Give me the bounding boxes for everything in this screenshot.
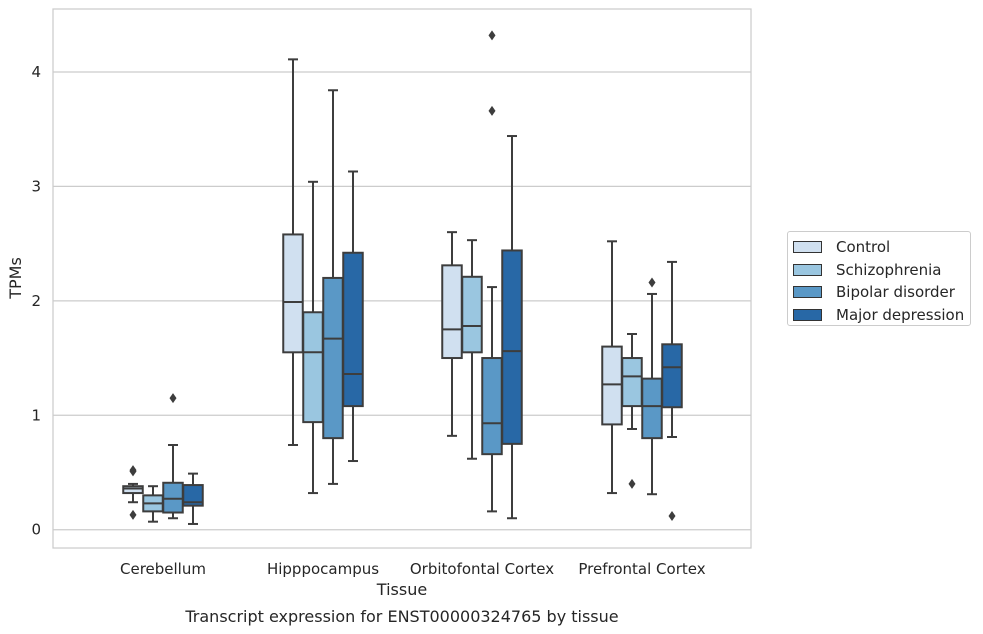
box-group: [302, 180, 324, 495]
plot-frame: [52, 8, 752, 549]
x-tick-label: Prefrontal Cortex: [578, 560, 705, 578]
legend-label: Control: [836, 238, 891, 257]
legend-swatch: [793, 241, 822, 254]
box: [162, 481, 184, 514]
box-group: [342, 170, 364, 463]
legend-item: Major depression: [793, 304, 970, 327]
legend-swatch: [793, 286, 822, 299]
box-group: [142, 485, 164, 523]
y-tick-label: 3: [31, 177, 41, 195]
outlier-point: [129, 466, 137, 477]
box-group: [621, 333, 643, 489]
legend-item: Schizophrenia: [793, 259, 970, 282]
outlier-point: [488, 30, 496, 41]
box-group: [601, 240, 623, 495]
box-group: [461, 239, 483, 460]
y-tick-labels: 0 1 2 3 4: [31, 63, 41, 539]
box-group: [162, 393, 184, 520]
y-tick-label: 0: [31, 521, 41, 539]
box-group: [641, 277, 663, 496]
outlier-point: [648, 277, 656, 288]
legend-label: Major depression: [836, 305, 965, 324]
legend-label: Schizophrenia: [836, 260, 942, 279]
legend: Control Schizophrenia Bipolar disorder Majo…: [787, 231, 971, 326]
legend-item: Control: [793, 236, 970, 259]
y-tick-label: 2: [31, 292, 41, 310]
box: [501, 249, 523, 445]
box: [302, 311, 324, 424]
box: [481, 357, 503, 456]
x-tick-label: Cerebellum: [120, 560, 206, 578]
boxes: [122, 30, 683, 525]
x-tick-labels: Cerebellum Hipppocampus Orbitofontal Corte…: [120, 560, 706, 578]
chart-caption: Transcript expression for ENST0000032476…: [184, 607, 618, 626]
outlier-point: [628, 478, 636, 489]
box: [322, 276, 344, 440]
legend-item: Bipolar disorder: [793, 281, 970, 304]
y-axis-label: TPMs: [6, 257, 25, 300]
box: [282, 233, 304, 354]
box-group: [481, 30, 503, 513]
x-axis-label: Tissue: [376, 580, 427, 599]
y-tick-label: 1: [31, 406, 41, 424]
legend-label: Bipolar disorder: [836, 283, 955, 302]
outlier-point: [169, 393, 177, 404]
grid-lines: [53, 71, 751, 531]
box: [601, 345, 623, 426]
box: [441, 264, 463, 360]
box-group: [501, 135, 523, 520]
x-tick-label: Orbitofontal Cortex: [410, 560, 554, 578]
box-group: [322, 89, 344, 485]
box: [661, 343, 683, 409]
box: [461, 275, 483, 354]
box: [641, 377, 663, 440]
box: [342, 251, 364, 408]
box-group: [661, 260, 683, 521]
outlier-point: [129, 509, 137, 520]
box-group: [441, 231, 463, 437]
x-tick-label: Hipppocampus: [267, 560, 379, 578]
box: [122, 485, 144, 495]
box-group: [122, 465, 144, 520]
outlier-point: [488, 105, 496, 116]
box: [182, 484, 204, 507]
box-group: [182, 472, 204, 525]
y-tick-label: 4: [31, 63, 41, 81]
legend-swatch: [793, 308, 822, 321]
box: [621, 357, 643, 408]
outlier-point: [668, 510, 676, 521]
legend-swatch: [793, 263, 822, 276]
box-group: [282, 58, 304, 447]
